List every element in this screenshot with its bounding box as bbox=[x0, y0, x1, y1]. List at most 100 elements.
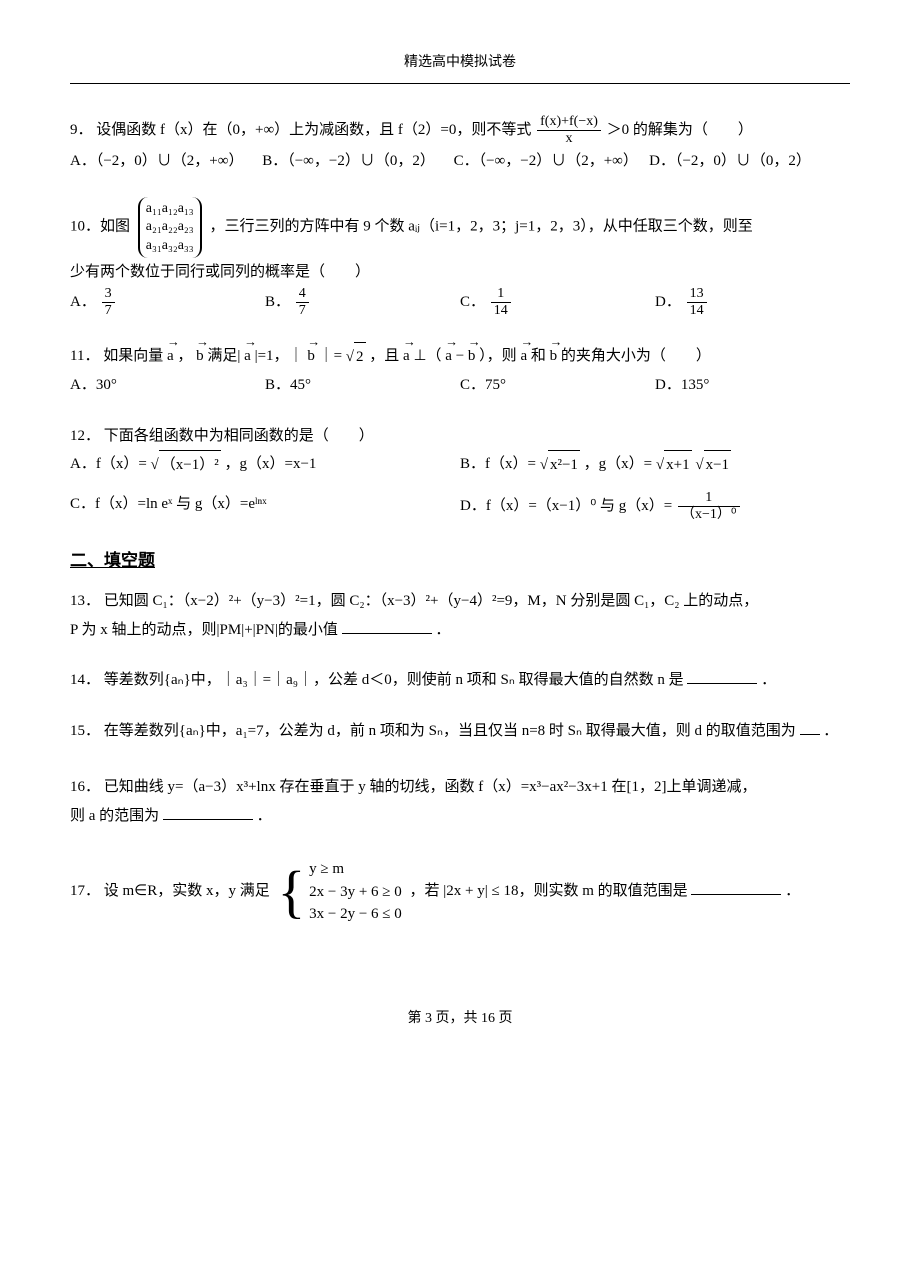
page-header: 精选高中模拟试卷 bbox=[70, 50, 850, 77]
q16-num: 16． bbox=[70, 779, 100, 795]
q10-matrix: a₁₁a₁₂a₁₃ a₂₁a₂₂a₂₃ a₃₁a₃₂a₃₃ bbox=[138, 197, 202, 258]
q14-period: ． bbox=[761, 672, 776, 688]
q11-comma: ， bbox=[177, 348, 192, 364]
q11-and: 和 bbox=[531, 348, 546, 364]
q11-vec-a5: a bbox=[520, 342, 527, 371]
q17-num: 17． bbox=[70, 883, 100, 899]
q10-a-pre: A． bbox=[70, 294, 96, 310]
question-15: 15． 在等差数列{aₙ}中，a₁=7，公差为 d，前 n 项和为 Sₙ，当且仅… bbox=[70, 717, 850, 746]
section-2-title: 二、填空题 bbox=[70, 545, 850, 577]
q10-a-den: 7 bbox=[102, 303, 115, 319]
q11-opt-a: A．30° bbox=[70, 371, 265, 400]
q17-c1: y ≥ m bbox=[309, 858, 402, 881]
brace-icon: { bbox=[278, 863, 306, 921]
q9-frac-num: f(x)+f(−x) bbox=[537, 114, 601, 131]
q15-period: ． bbox=[823, 723, 838, 739]
q11-perp: ⊥（ bbox=[413, 348, 441, 364]
q13-num: 13． bbox=[70, 593, 100, 609]
question-11: 11． 如果向量 a ， b 满足| a |=1，｜ b ｜= √2 ，且 a … bbox=[70, 342, 850, 400]
question-17: 17． 设 m∈R，实数 x，y 满足 { y ≥ m 2x − 3y + 6 … bbox=[70, 858, 850, 926]
question-13: 13． 已知圆 C₁：（x−2）²+（y−3）²=1，圆 C₂：（x−3）²+（… bbox=[70, 587, 850, 644]
q10-row1: a₁₁a₁₂a₁₃ bbox=[146, 200, 194, 218]
q12-stem: 下面各组函数中为相同函数的是（ ） bbox=[104, 428, 374, 444]
q17-blank bbox=[691, 880, 781, 895]
q15-text: 在等差数列{aₙ}中，a₁=7，公差为 d，前 n 项和为 Sₙ，当且仅当 n=… bbox=[104, 723, 796, 739]
q12-b-sqrt3: x−1 bbox=[704, 450, 731, 480]
q12-d-num: 1 bbox=[678, 490, 740, 507]
q12-b-pre: B．f（x）= bbox=[460, 456, 536, 472]
q10-opt-c: C． 114 bbox=[460, 286, 655, 319]
q11-opt-d: D．135° bbox=[655, 371, 850, 400]
q11-vec-b4: b bbox=[550, 342, 558, 371]
q15-blank bbox=[800, 720, 820, 735]
q13-period: ． bbox=[435, 622, 450, 638]
q11-minus: − bbox=[456, 348, 464, 364]
question-12: 12． 下面各组函数中为相同函数的是（ ） A．f（x）= √（x−1）² ，g… bbox=[70, 422, 850, 523]
q9-pre: 设偶函数 f（x）在（0，+∞）上为减函数，且 f（2）=0，则不等式 bbox=[96, 122, 531, 138]
footer-total: 16 bbox=[481, 1011, 495, 1026]
q14-num: 14． bbox=[70, 672, 100, 688]
q11-post: 的夹角大小为（ ） bbox=[561, 348, 711, 364]
q12-a-post: ，g（x）=x−1 bbox=[225, 456, 317, 472]
q11-pre1: 如果向量 bbox=[103, 348, 163, 364]
q9-opt-a: A．（−2，0）∪（2，+∞） bbox=[70, 153, 243, 169]
q10-post1: ，三行三列的方阵中有 9 个数 aᵢⱼ（i=1，2，3；j=1，2，3），从中任… bbox=[209, 219, 752, 235]
q17-cases: { y ≥ m 2x − 3y + 6 ≥ 0 3x − 2y − 6 ≤ 0 bbox=[278, 858, 402, 926]
q11-vec-b2: b bbox=[307, 342, 315, 371]
q11-opt-c: C．75° bbox=[460, 371, 655, 400]
q15-num: 15． bbox=[70, 723, 100, 739]
q9-opt-c: C．（−∞，−2）∪（2，+∞） bbox=[454, 153, 638, 169]
q12-b-mid: ，g（x）= bbox=[584, 456, 652, 472]
q11-vec-a2: a bbox=[244, 342, 251, 371]
q10-d-num: 13 bbox=[687, 286, 707, 303]
q12-opt-a: A．f（x）= √（x−1）² ，g（x）=x−1 bbox=[70, 450, 460, 480]
q16-blank bbox=[163, 805, 253, 820]
q17-period: ． bbox=[785, 883, 800, 899]
q16-l1: 已知曲线 y=（a−3）x³+lnx 存在垂直于 y 轴的切线，函数 f（x）=… bbox=[104, 779, 757, 795]
q11-sqrt2: √2 bbox=[346, 342, 366, 372]
q10-row3: a₃₁a₃₂a₃₃ bbox=[146, 237, 194, 255]
q11-mid3: ｜= bbox=[319, 348, 342, 364]
q10-opt-d: D． 1314 bbox=[655, 286, 850, 319]
question-14: 14． 等差数列{aₙ}中，｜a₃｜=｜a₉｜，公差 d＜0，则使前 n 项和 … bbox=[70, 666, 850, 695]
q10-post2: 少有两个数位于同行或同列的概率是（ ） bbox=[70, 258, 850, 287]
q12-b-sqrt2: x+1 bbox=[664, 450, 691, 480]
q11-num: 11． bbox=[70, 348, 99, 364]
question-9: 9． 设偶函数 f（x）在（0，+∞）上为减函数，且 f（2）=0，则不等式 f… bbox=[70, 114, 850, 176]
q13-l1: 已知圆 C₁：（x−2）²+（y−3）²=1，圆 C₂：（x−3）²+（y−4）… bbox=[104, 593, 759, 609]
q11-vec-a4: a bbox=[445, 342, 452, 371]
q16-l2: 则 a 的范围为 bbox=[70, 808, 159, 824]
q12-b-sqrt1: x²−1 bbox=[548, 450, 580, 480]
q14-blank bbox=[687, 669, 757, 684]
q13-blank bbox=[342, 619, 432, 634]
q11-vec-b3: b bbox=[468, 342, 476, 371]
q9-num: 9． bbox=[70, 122, 93, 138]
q9-frac-den: x bbox=[537, 131, 601, 147]
q10-b-den: 7 bbox=[296, 303, 309, 319]
footer-post: 页 bbox=[499, 1011, 513, 1026]
q10-c-num: 1 bbox=[491, 286, 511, 303]
q12-d-pre: D．f（x）=（x−1）⁰ 与 g（x）= bbox=[460, 498, 672, 514]
q12-opt-d: D．f（x）=（x−1）⁰ 与 g（x）= 1 （x−1）⁰ bbox=[460, 490, 850, 523]
q12-num: 12． bbox=[70, 428, 100, 444]
page-footer: 第 3 页，共 16 页 bbox=[70, 1006, 850, 1033]
q11-vec-b1: b bbox=[196, 342, 204, 371]
q10-b-num: 4 bbox=[296, 286, 309, 303]
q14-text: 等差数列{aₙ}中，｜a₃｜=｜a₉｜，公差 d＜0，则使前 n 项和 Sₙ 取… bbox=[104, 672, 684, 688]
q11-mid5: ），则 bbox=[479, 348, 517, 364]
q11-opt-b: B．45° bbox=[265, 371, 460, 400]
footer-pre: 第 bbox=[408, 1011, 426, 1026]
q10-opt-a: A． 37 bbox=[70, 286, 265, 319]
q9-opt-b: B．（−∞，−2）∪（0，2） bbox=[262, 153, 435, 169]
q12-a-sqrt: （x−1）² bbox=[159, 450, 221, 480]
q10-row2: a₂₁a₂₂a₂₃ bbox=[146, 218, 194, 236]
q12-opt-b: B．f（x）= √x²−1 ，g（x）= √x+1 √x−1 bbox=[460, 450, 850, 480]
q11-mid2: |=1，｜ bbox=[255, 348, 304, 364]
q12-opt-c: C．f（x）=ln eˣ 与 g（x）=eˡⁿˣ bbox=[70, 490, 460, 523]
q17-c2: 2x − 3y + 6 ≥ 0 bbox=[309, 881, 402, 904]
q9-opt-d: D．（−2，0）∪（0，2） bbox=[649, 153, 811, 169]
q10-num: 10．如图 bbox=[70, 219, 130, 235]
q10-d-pre: D． bbox=[655, 294, 681, 310]
q11-mid1: 满足| bbox=[207, 348, 240, 364]
header-rule bbox=[70, 83, 850, 84]
